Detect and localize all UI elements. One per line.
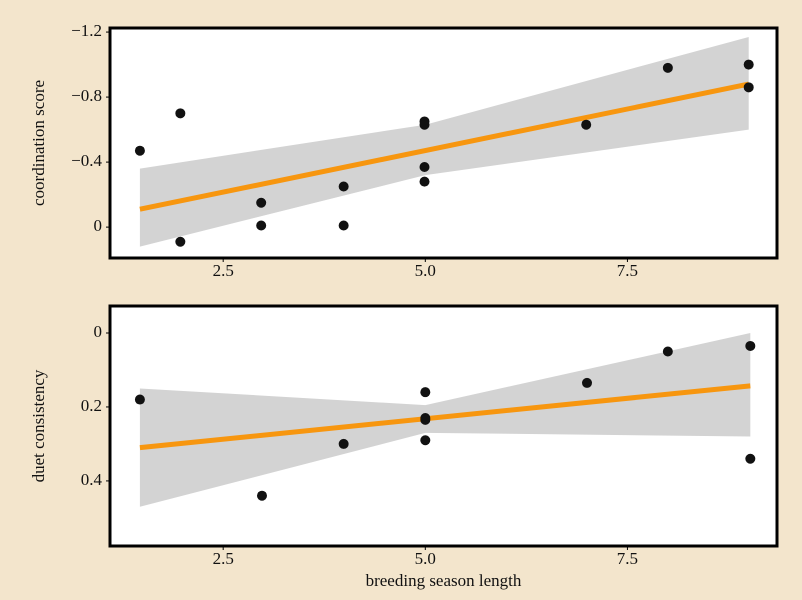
- data-point: [662, 346, 673, 357]
- data-point: [256, 197, 267, 208]
- y-tick-label: −1.2: [71, 21, 102, 40]
- y-tick-label: 0.2: [81, 396, 102, 415]
- data-point: [582, 377, 593, 388]
- data-point: [256, 490, 267, 501]
- y-axis-label: duet consistency: [29, 369, 48, 482]
- x-axis-label: breeding season length: [366, 571, 522, 590]
- data-point: [581, 119, 592, 130]
- data-point: [662, 62, 673, 73]
- data-point: [420, 387, 431, 398]
- data-point: [338, 438, 349, 449]
- data-point: [419, 119, 430, 130]
- data-point: [745, 453, 756, 464]
- y-tick-label: 0: [94, 216, 103, 235]
- y-tick-label: 0.4: [81, 470, 103, 489]
- trend-line: [139, 81, 750, 212]
- y-tick-label: −0.8: [71, 86, 102, 105]
- y-tick-label: 0: [94, 322, 103, 341]
- data-point: [419, 161, 430, 172]
- y-axis-label: coordination score: [29, 80, 48, 206]
- confidence-band: [139, 332, 751, 507]
- confidence-band: [139, 36, 749, 247]
- data-point: [420, 435, 431, 446]
- y-tick-label: −0.4: [71, 151, 102, 170]
- data-point: [175, 236, 186, 247]
- data-point: [419, 176, 430, 187]
- x-tick-label: 7.5: [617, 549, 638, 568]
- x-tick-label: 2.5: [213, 549, 234, 568]
- data-point: [420, 414, 431, 425]
- trend-line: [139, 383, 751, 451]
- data-point: [134, 145, 145, 156]
- data-point: [338, 181, 349, 192]
- x-tick-label: 5.0: [415, 549, 436, 568]
- data-point: [256, 220, 267, 231]
- data-point: [338, 220, 349, 231]
- x-tick-label: 5.0: [415, 261, 436, 280]
- data-point: [175, 108, 186, 119]
- x-tick-label: 2.5: [213, 261, 234, 280]
- data-point: [743, 59, 754, 70]
- x-tick-label: 7.5: [617, 261, 638, 280]
- data-point: [743, 82, 754, 93]
- data-point: [134, 394, 145, 405]
- data-point: [745, 340, 756, 351]
